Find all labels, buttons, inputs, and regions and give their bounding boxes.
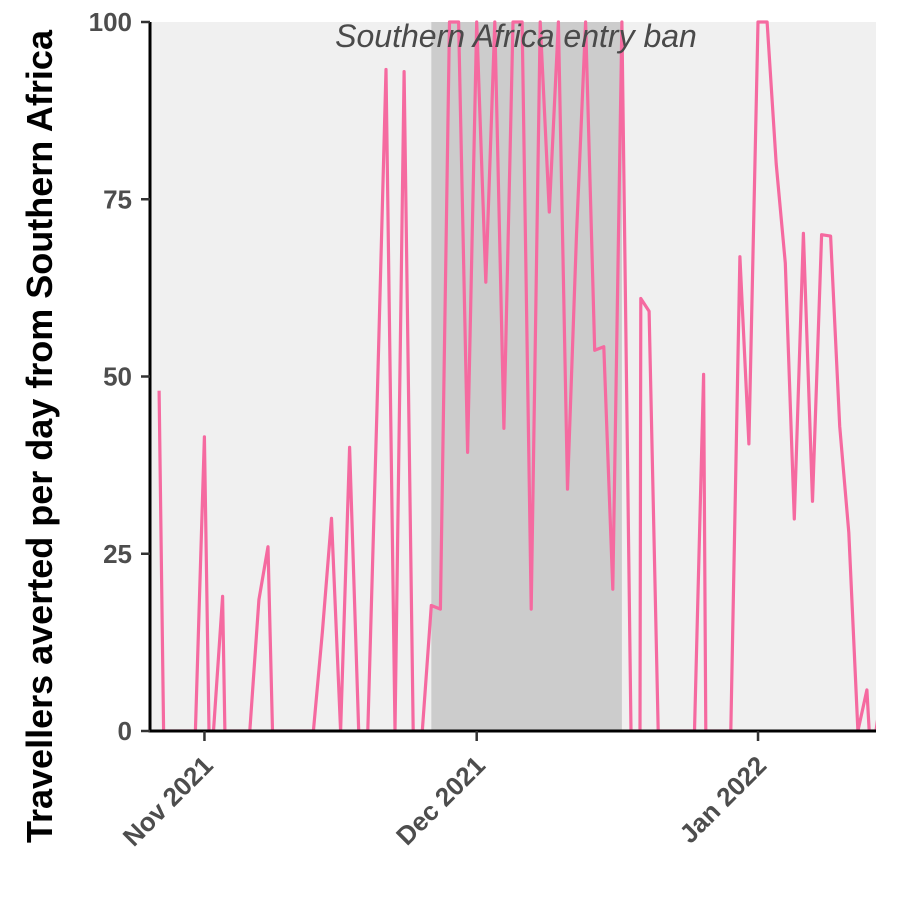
y-tick-label: 100: [89, 7, 132, 37]
x-axis-ticks: Nov 2021 Dec 2021 Jan 2022: [117, 731, 772, 852]
x-tick-label: Dec 2021: [390, 750, 491, 851]
y-tick-label: 25: [103, 539, 132, 569]
y-axis-label: Travellers averted per day from Southern…: [19, 29, 60, 843]
series-line-0: [157, 20, 876, 731]
x-tick-label: Jan 2022: [673, 750, 772, 849]
x-tick-label: Nov 2021: [117, 750, 219, 852]
entry-ban-label: Southern Africa entry ban: [335, 18, 697, 54]
y-axis-ticks: 0 25 50 75 100: [89, 7, 150, 746]
y-tick-label: 50: [103, 362, 132, 392]
y-tick-label: 0: [118, 716, 132, 746]
y-tick-label: 75: [103, 184, 132, 214]
